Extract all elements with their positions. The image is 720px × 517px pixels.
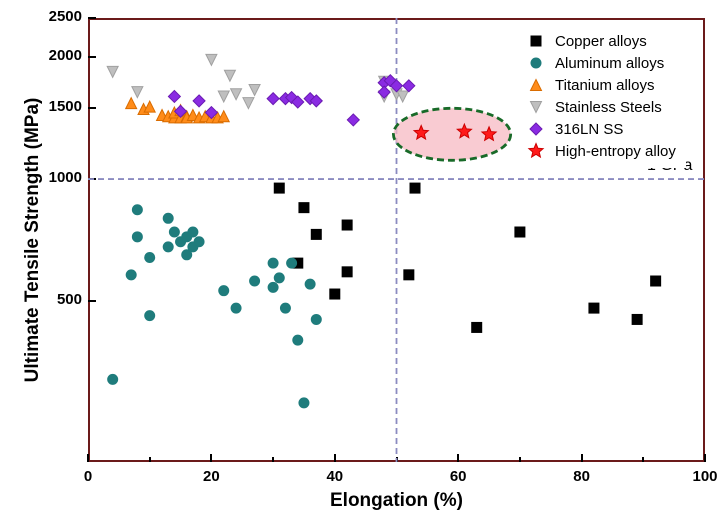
legend-label: 316LN SS <box>555 121 623 138</box>
marker-copper <box>589 303 599 313</box>
marker-aluminum <box>188 227 198 237</box>
legend-item-copper: Copper alloys <box>525 30 676 52</box>
legend-marker-stainless <box>525 99 547 115</box>
marker-stainless <box>132 87 143 98</box>
marker-aluminum <box>311 314 321 324</box>
marker-copper <box>342 267 352 277</box>
marker-aluminum <box>299 398 309 408</box>
legend-item-titanium: Titanium alloys <box>525 74 676 96</box>
marker-ss316 <box>193 95 205 107</box>
marker-titanium <box>144 101 155 112</box>
marker-aluminum <box>293 335 303 345</box>
legend-marker-ss316 <box>525 121 547 137</box>
marker-aluminum <box>108 374 118 384</box>
legend-marker-hea <box>525 143 547 159</box>
marker-stainless <box>249 84 260 95</box>
marker-stainless <box>397 91 408 102</box>
marker-aluminum <box>268 282 278 292</box>
marker-aluminum <box>163 213 173 223</box>
legend-item-hea: High-entropy alloy <box>525 140 676 162</box>
marker-copper <box>404 270 414 280</box>
marker-aluminum <box>280 303 290 313</box>
legend-marker-copper <box>525 33 547 49</box>
marker-aluminum <box>250 276 260 286</box>
marker-aluminum <box>194 237 204 247</box>
marker-ss316 <box>267 93 279 105</box>
marker-copper <box>651 276 661 286</box>
marker-aluminum <box>163 242 173 252</box>
legend-item-ss316: 316LN SS <box>525 118 676 140</box>
marker-aluminum <box>219 286 229 296</box>
marker-stainless <box>107 66 118 77</box>
marker-aluminum <box>305 279 315 289</box>
legend-label: High-entropy alloy <box>555 143 676 160</box>
marker-aluminum <box>274 273 284 283</box>
legend-label: Copper alloys <box>555 33 647 50</box>
marker-stainless <box>206 54 217 65</box>
marker-aluminum <box>268 258 278 268</box>
marker-ss316 <box>347 114 359 126</box>
marker-aluminum <box>287 258 297 268</box>
legend-label: Aluminum alloys <box>555 55 664 72</box>
marker-copper <box>274 183 284 193</box>
legend: Copper alloys Aluminum alloys Titanium all… <box>515 24 686 168</box>
marker-copper <box>330 289 340 299</box>
legend-label: Stainless Steels <box>555 99 662 116</box>
legend-item-stainless: Stainless Steels <box>525 96 676 118</box>
marker-ss316 <box>378 86 390 98</box>
legend-marker-titanium <box>525 77 547 93</box>
marker-aluminum <box>126 270 136 280</box>
marker-aluminum <box>145 253 155 263</box>
marker-stainless <box>218 91 229 102</box>
marker-stainless <box>224 70 235 81</box>
marker-aluminum <box>169 227 179 237</box>
marker-stainless <box>231 89 242 100</box>
marker-ss316 <box>403 80 415 92</box>
legend-marker-aluminum <box>525 55 547 71</box>
marker-aluminum <box>132 232 142 242</box>
marker-aluminum <box>145 311 155 321</box>
marker-copper <box>342 220 352 230</box>
legend-item-aluminum: Aluminum alloys <box>525 52 676 74</box>
legend-label: Titanium alloys <box>555 77 654 94</box>
marker-copper <box>472 322 482 332</box>
marker-aluminum <box>132 205 142 215</box>
chart-container: 0204060801005001000150020002500Elongatio… <box>0 0 720 517</box>
marker-copper <box>299 203 309 213</box>
marker-stainless <box>243 98 254 109</box>
marker-copper <box>311 229 321 239</box>
marker-copper <box>410 183 420 193</box>
marker-titanium <box>126 98 137 109</box>
marker-copper <box>515 227 525 237</box>
marker-aluminum <box>231 303 241 313</box>
marker-copper <box>632 314 642 324</box>
marker-ss316 <box>168 90 180 102</box>
